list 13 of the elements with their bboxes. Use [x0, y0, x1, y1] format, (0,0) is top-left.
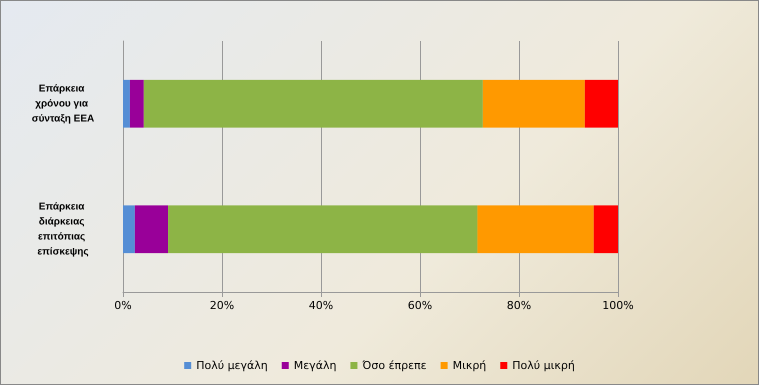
x-tick-label: 40% — [308, 299, 334, 312]
legend-label: Μεγάλη — [294, 359, 336, 372]
legend-label: Πολύ μικρή — [512, 359, 575, 372]
legend-label: Μικρή — [452, 359, 486, 372]
x-tick-label: 20% — [210, 299, 234, 312]
x-tick-label: 80% — [506, 299, 532, 312]
y-tick-label: Επάρκεια χρόνου για σύνταξη ΕΕΑ — [32, 83, 94, 124]
x-tick-label: 100% — [602, 299, 634, 312]
legend-label: Όσο έπρεπε — [361, 359, 427, 372]
legend-label: Πολύ μεγάλη — [196, 359, 268, 372]
x-tick-label: 0% — [114, 299, 132, 312]
y-tick-label: Επάρκεια διάρκειας επιτόπιας επίσκεψης — [37, 201, 89, 258]
x-tick-label: 60% — [408, 299, 432, 312]
